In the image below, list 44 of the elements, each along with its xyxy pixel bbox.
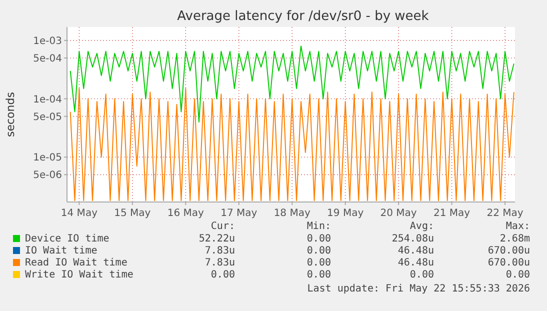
line-series [70, 88, 514, 202]
text: 0.00 [306, 258, 331, 268]
legend-label: IO Wait time [25, 246, 98, 256]
text: 670.00u [488, 258, 530, 268]
text: Min: [306, 221, 331, 232]
legend-label: Read IO Wait time [25, 258, 128, 268]
x-tick-label: 17 May [220, 208, 258, 219]
x-tick-label: 16 May [167, 208, 204, 219]
y-tick-label: 5e-05 [33, 112, 62, 123]
x-tick-label: 20 May [380, 208, 417, 219]
text: 46.48u [398, 246, 434, 256]
x-tick-label: 14 May [60, 208, 98, 219]
text: Avg: [410, 221, 434, 232]
text: 670.00u [488, 246, 530, 256]
text: 52.22u [198, 234, 235, 244]
x-tick-label: 19 May [327, 208, 364, 219]
legend-label: Device IO time [25, 234, 110, 244]
y-axis-title: seconds [4, 92, 17, 137]
line-series [70, 46, 514, 122]
text: 46.48u [398, 258, 434, 268]
text: 0.00 [410, 270, 434, 280]
y-tick-label: 5e-06 [33, 170, 62, 182]
text: Cur: [210, 221, 235, 232]
text: Last update: Fri May 22 15:55:33 2026 [307, 284, 530, 294]
y-tick-label: 1e-04 [33, 94, 62, 106]
text: 0.00 [506, 270, 530, 280]
y-tick-label: 5e-04 [33, 54, 62, 65]
x-tick-label: 22 May [486, 208, 524, 219]
text: 0.00 [306, 270, 331, 280]
text: 254.08u [392, 234, 434, 244]
x-tick-label: 15 May [114, 208, 151, 219]
text: 0.00 [306, 234, 331, 244]
chart-title: Average latency for /dev/sr0 - by week [177, 9, 430, 24]
text: 7.83u [204, 258, 235, 268]
x-tick-label: 21 May [434, 208, 470, 219]
text: 2.68m [500, 234, 530, 244]
text: 7.83u [204, 246, 235, 256]
y-tick-label: 1e-05 [33, 152, 62, 164]
legend-label: Write IO Wait time [25, 270, 134, 280]
text: 0.00 [306, 246, 331, 256]
text: Max: [506, 221, 530, 232]
x-tick-label: 18 May [274, 208, 310, 219]
y-tick-label: 1e-03 [33, 36, 62, 47]
text: 0.00 [210, 270, 235, 280]
